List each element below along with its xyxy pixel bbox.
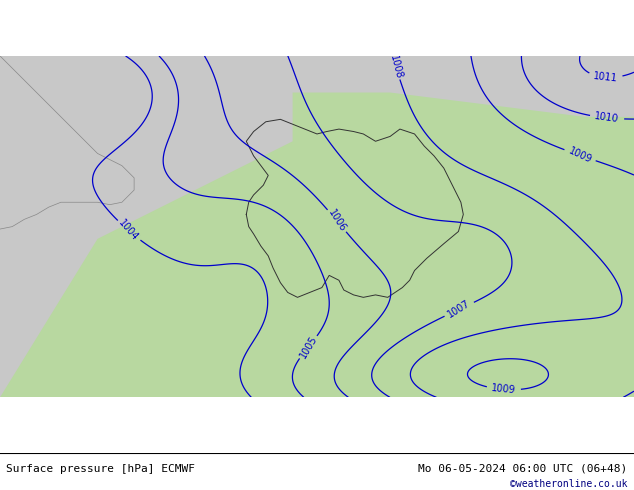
Text: Surface pressure [hPa] ECMWF: Surface pressure [hPa] ECMWF bbox=[6, 464, 195, 473]
Text: 1009: 1009 bbox=[491, 383, 516, 395]
Text: 1004: 1004 bbox=[117, 218, 141, 243]
Text: 1010: 1010 bbox=[594, 111, 620, 124]
Text: ©weatheronline.co.uk: ©weatheronline.co.uk bbox=[510, 479, 628, 489]
Text: 1006: 1006 bbox=[326, 208, 347, 234]
Polygon shape bbox=[171, 56, 634, 117]
Text: 1009: 1009 bbox=[567, 146, 593, 165]
Text: 1011: 1011 bbox=[593, 71, 618, 84]
Text: 1005: 1005 bbox=[298, 334, 319, 360]
Text: Mo 06-05-2024 06:00 UTC (06+48): Mo 06-05-2024 06:00 UTC (06+48) bbox=[418, 464, 628, 473]
Text: 1008: 1008 bbox=[388, 54, 404, 80]
Polygon shape bbox=[0, 56, 293, 397]
Text: 1007: 1007 bbox=[446, 298, 472, 320]
